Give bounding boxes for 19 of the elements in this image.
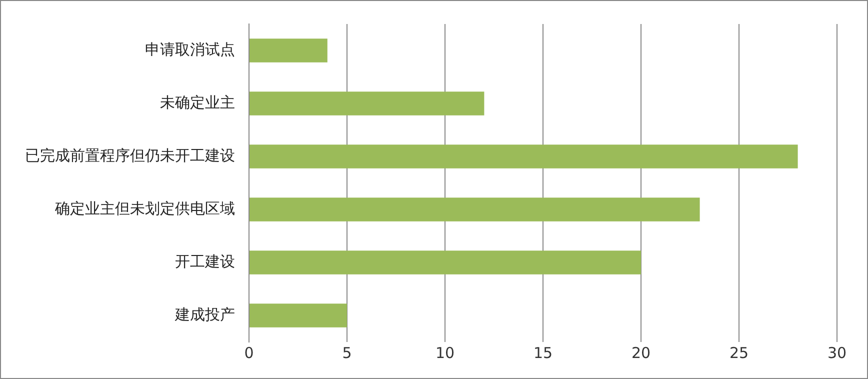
bar [250, 250, 641, 274]
y-tick-label: 已完成前置程序但仍未开工建设 [25, 146, 235, 164]
y-tick-label: 申请取消试点 [145, 40, 235, 58]
x-tick-label: 30 [827, 344, 847, 362]
x-tick-label: 0 [244, 344, 254, 362]
x-tick-label: 10 [435, 344, 455, 362]
bar [250, 92, 484, 116]
x-tick-label: 15 [533, 344, 553, 362]
y-tick-label: 未确定业主 [160, 93, 235, 112]
bar [250, 144, 798, 168]
y-tick-label: 开工建设 [175, 252, 235, 270]
bar [250, 38, 328, 62]
bar [250, 304, 347, 328]
x-tick-label: 25 [729, 344, 749, 362]
x-tick-label: 20 [631, 344, 651, 362]
bar [250, 198, 700, 222]
y-tick-label: 建成投产 [174, 305, 235, 324]
y-tick-label: 确定业主但未划定供电区域 [54, 199, 235, 218]
x-tick-label: 5 [342, 344, 352, 362]
